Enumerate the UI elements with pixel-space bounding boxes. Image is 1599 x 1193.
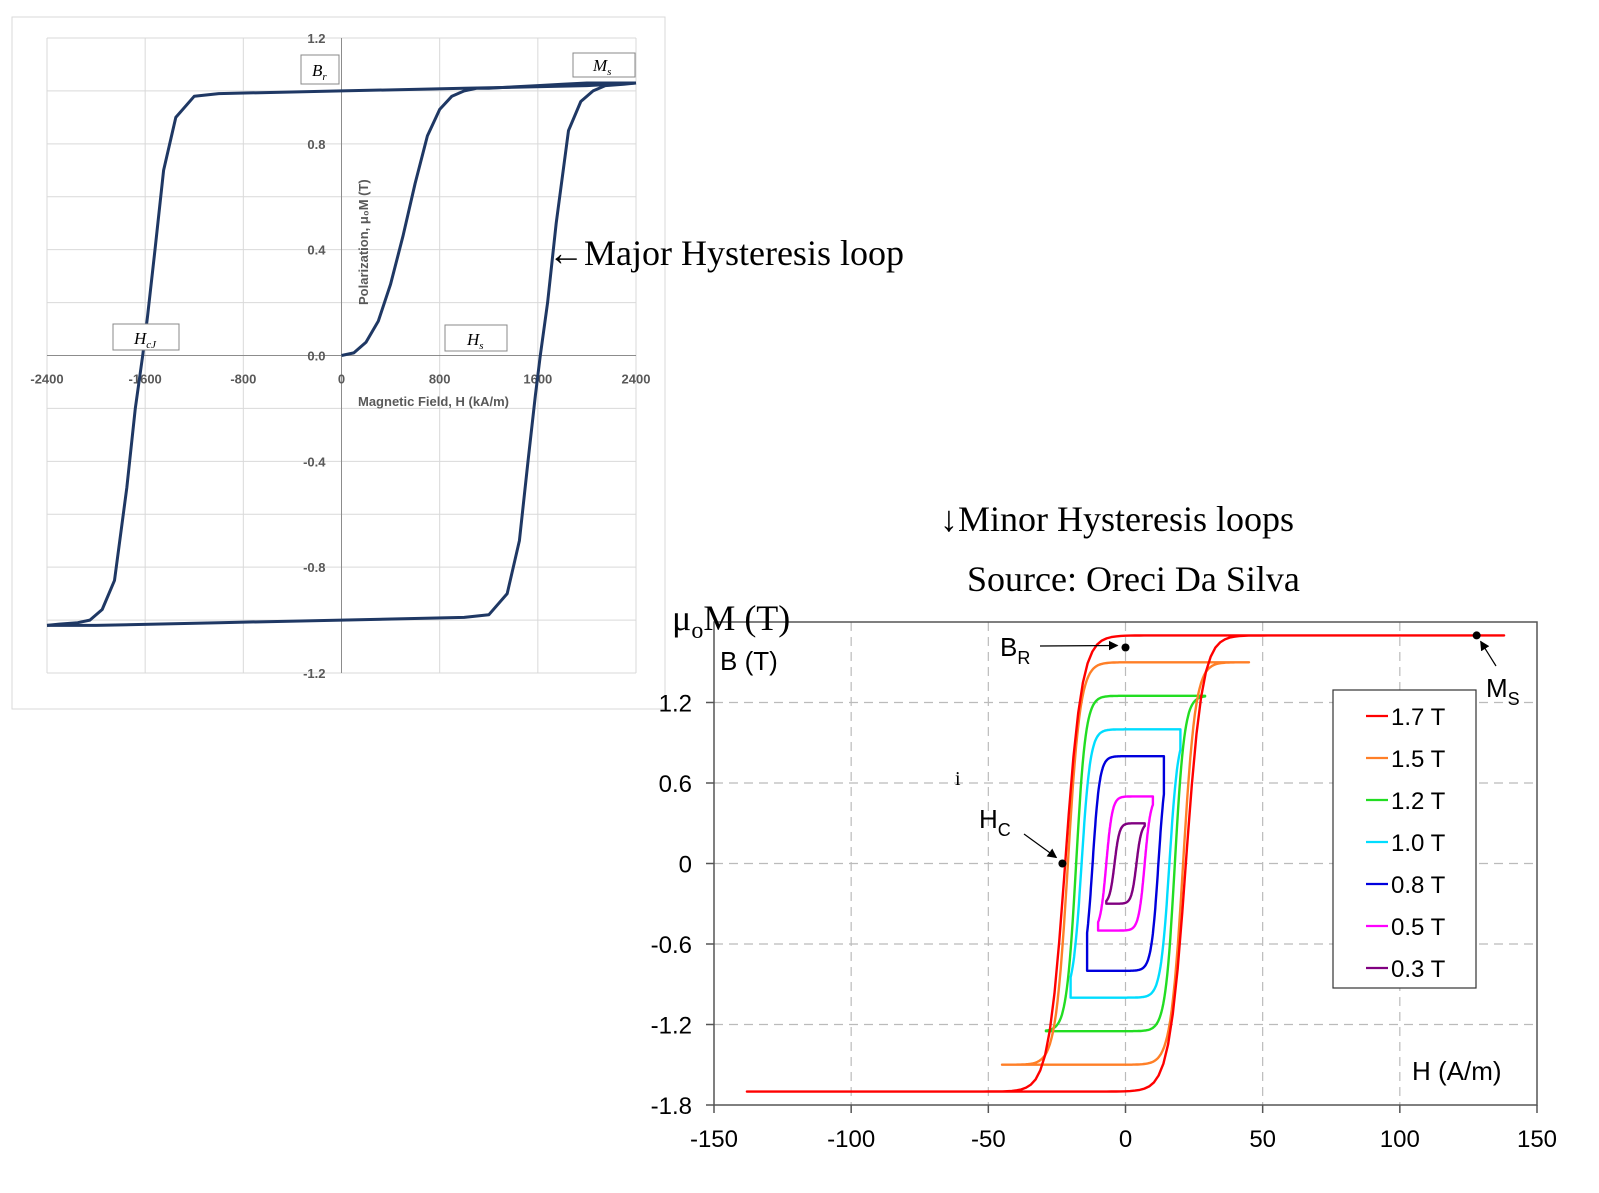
chart1-x-tick-label: -1600 xyxy=(129,372,162,387)
legend-label: 1.0 T xyxy=(1391,830,1446,857)
chart2-legend xyxy=(1332,689,1477,989)
chart1-y-tick-label: -0.4 xyxy=(303,454,326,469)
chart1-frame xyxy=(11,16,666,710)
hs-sub: s xyxy=(479,340,483,352)
chart2-x-tick-label: 100 xyxy=(1380,1126,1420,1153)
chart2-y-tick-label: 0.6 xyxy=(659,771,692,798)
ms-annotation: Ms xyxy=(572,52,636,78)
chart1-initial-magnetization xyxy=(341,81,636,357)
br-sub: r xyxy=(322,71,327,83)
chart2-x-tick-label: 50 xyxy=(1249,1126,1276,1153)
chart2-loop xyxy=(1085,755,1166,972)
chart1-y-tick-label: 0.0 xyxy=(307,349,325,364)
hs-base: H xyxy=(466,330,481,349)
chart2-marker-arrow xyxy=(1039,640,1119,651)
chart2-x-tick-label: 0 xyxy=(1119,1126,1132,1153)
legend-label: 1.2 T xyxy=(1391,788,1446,815)
minor-loops-chart: -150 -100 -50 0 50 100 1501.20.60-0.6-1.2-1.8 … xyxy=(651,598,1557,1153)
hcj-base: H xyxy=(133,329,148,348)
chart1-ticks: -2400 -1600 -800 0 800 1600 24001.20.80.40.0-0… xyxy=(30,31,650,681)
chart2-loop xyxy=(745,634,1506,1093)
chart2-marker-point xyxy=(1121,643,1130,652)
chart2-marker-point xyxy=(1472,631,1481,640)
legend-label: 0.8 T xyxy=(1391,872,1446,899)
chart2-y-tick-label: 0 xyxy=(679,852,692,879)
chart2-loop xyxy=(1069,728,1182,999)
hcj-sub: cJ xyxy=(146,339,157,351)
chart2-x-tick-label: -50 xyxy=(971,1126,1006,1153)
chart1-x-tick-label: 0 xyxy=(338,372,345,387)
hc-marker-label: HC xyxy=(979,804,1011,840)
chart2-x-tick-label: -150 xyxy=(690,1126,738,1153)
chart2-x-tick-label: 150 xyxy=(1517,1126,1557,1153)
chart2-ticks: -150 -100 -50 0 50 100 150 1.2 0.6 0 -0.6 -1.2 -1.8 xyxy=(651,691,1557,1154)
legend-label: 1.7 T xyxy=(1391,704,1446,731)
ms-base: M xyxy=(592,56,608,75)
chart2-loop xyxy=(1105,822,1146,905)
chart2-x-tick-label: -100 xyxy=(827,1126,875,1153)
br-annotation: Br xyxy=(300,54,340,85)
ms-marker-label: MS xyxy=(1486,673,1520,709)
major-loop-heading: ←Major Hysteresis loop xyxy=(548,233,904,273)
chart2-marker-arrow xyxy=(1023,833,1058,859)
chart2-markers xyxy=(1023,631,1497,868)
chart1-y-tick-label: 0.4 xyxy=(307,243,326,258)
chart1-y-tick-label: -0.8 xyxy=(303,560,325,575)
chart1-y-tick-label: 1.2 xyxy=(307,31,325,46)
chart2-loop xyxy=(1096,795,1155,932)
chart1-major-loop-ascending xyxy=(47,81,637,627)
hcj-annotation: HcJ xyxy=(112,323,180,351)
chart1-x-axis-label: Magnetic Field, H (kA/m) xyxy=(358,394,509,409)
chart2-y-tick-label: -0.6 xyxy=(651,932,692,959)
chart2-marker-arrow xyxy=(1480,640,1497,667)
chart1-y-tick-label: 0.8 xyxy=(307,137,325,152)
chart2-y-tick-label: -1.8 xyxy=(651,1093,692,1120)
stray-mark: i xyxy=(955,768,961,790)
chart1-x-tick-label: -2400 xyxy=(30,372,63,387)
minor-loops-heading: ↓Minor Hysteresis loops xyxy=(940,499,1294,539)
chart1-lines xyxy=(46,81,637,627)
chart2-y-tick-label: -1.2 xyxy=(651,1013,692,1040)
chart2-legend-entries: 1.7 T 1.5 T 1.2 T 1.0 T 0.8 T 0.5 T 0.3 T xyxy=(1366,704,1446,983)
chart2-lines xyxy=(745,634,1506,1093)
legend-label: 0.5 T xyxy=(1391,914,1446,941)
legend-label: 1.5 T xyxy=(1391,746,1446,773)
chart2-loop xyxy=(1000,661,1251,1066)
chart2-loop xyxy=(1044,694,1207,1033)
legend-label: 0.3 T xyxy=(1391,956,1446,983)
chart2-y-tick-label: 1.2 xyxy=(659,691,692,718)
chart1-y-tick-label: -1.2 xyxy=(303,666,325,681)
svg-text:Ms: Ms xyxy=(592,56,611,78)
source-caption: Source: Oreci Da Silva xyxy=(967,559,1300,599)
ms-sub: s xyxy=(607,66,611,78)
chart1-x-tick-label: -800 xyxy=(230,372,256,387)
chart1-y-axis-label: Polarization, μ₀M (T) xyxy=(356,179,371,305)
hs-annotation: Hs xyxy=(444,324,508,352)
br-marker-label: BR xyxy=(1000,632,1030,668)
chart1-major-loop-descending xyxy=(46,81,637,627)
major-loop-chart: -2400 -1600 -800 0 800 1600 24001.20.80.40.0-0… xyxy=(11,16,666,710)
chart2-marker-point xyxy=(1058,859,1067,868)
chart1-x-tick-label: 800 xyxy=(429,372,451,387)
chart2-x-axis-label: H (A/m) xyxy=(1412,1056,1502,1086)
chart2-inner-y-label: B (T) xyxy=(720,646,778,676)
chart2-y-axis-label: μoM (T) xyxy=(672,598,790,644)
svg-text:Br: Br xyxy=(312,61,327,83)
svg-text:HcJ: HcJ xyxy=(133,329,157,351)
svg-text:Hs: Hs xyxy=(466,330,484,352)
br-base: B xyxy=(312,61,323,80)
chart1-x-tick-label: 2400 xyxy=(622,372,651,387)
